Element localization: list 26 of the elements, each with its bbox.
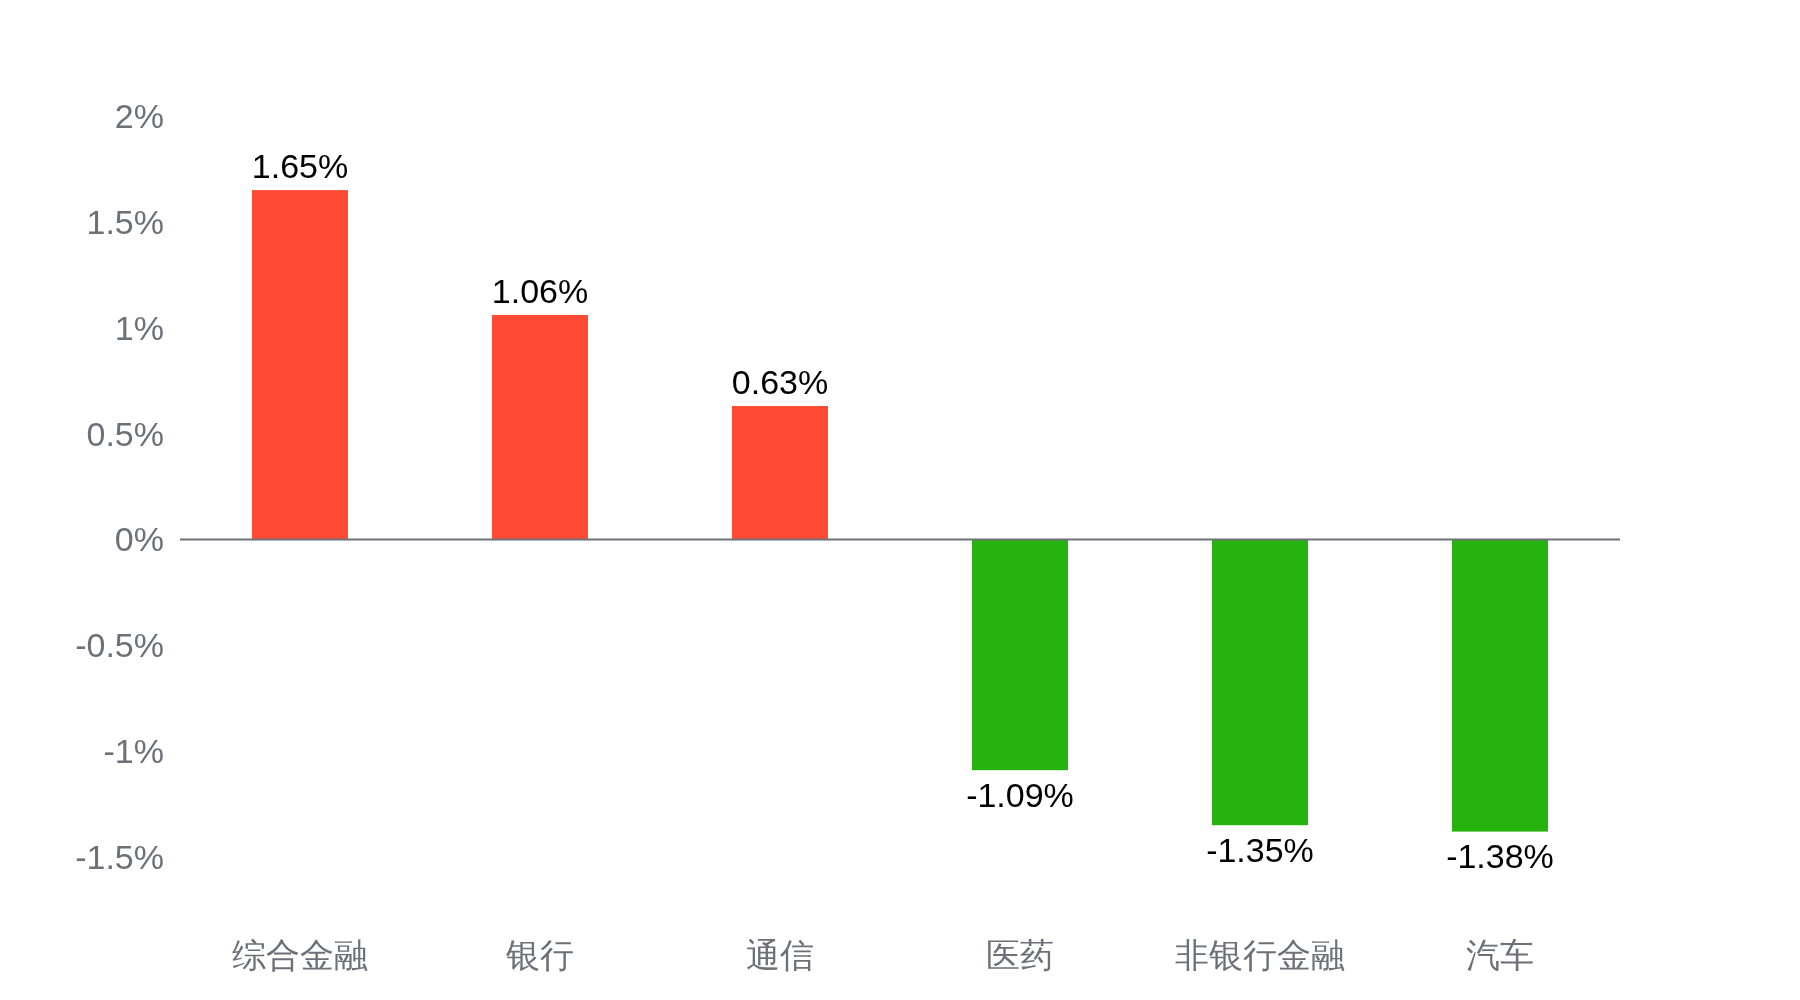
bar [732, 406, 828, 540]
bar [972, 539, 1068, 771]
x-tick-label: 汽车 [1466, 936, 1534, 974]
y-tick-label: 1.5% [86, 202, 164, 241]
data-label: -1.35% [1206, 831, 1314, 870]
bar [492, 315, 588, 540]
bar [252, 190, 348, 540]
x-tick-label: 银行 [505, 936, 574, 974]
x-tick-label: 非银行金融 [1175, 936, 1345, 974]
y-tick-label: 0% [114, 520, 164, 559]
data-label: 1.65% [251, 147, 349, 186]
bar [1452, 539, 1548, 832]
data-label: 0.63% [731, 363, 829, 402]
bar [1212, 539, 1308, 826]
y-tick-label: 0.5% [86, 414, 164, 453]
x-tick-label: 医药 [986, 936, 1054, 974]
x-tick-label: 通信 [746, 936, 814, 974]
y-tick-label: 1% [114, 308, 164, 347]
y-tick-label: -1% [103, 732, 164, 771]
data-label: -1.09% [966, 775, 1074, 814]
y-tick-label: -1.5% [75, 838, 164, 876]
data-label: 1.06% [491, 272, 589, 311]
data-label: -1.38% [1446, 837, 1554, 876]
y-tick-label: -0.5% [75, 626, 164, 665]
y-tick-label: 2% [114, 97, 164, 135]
x-tick-label: 综合金融 [232, 936, 368, 974]
